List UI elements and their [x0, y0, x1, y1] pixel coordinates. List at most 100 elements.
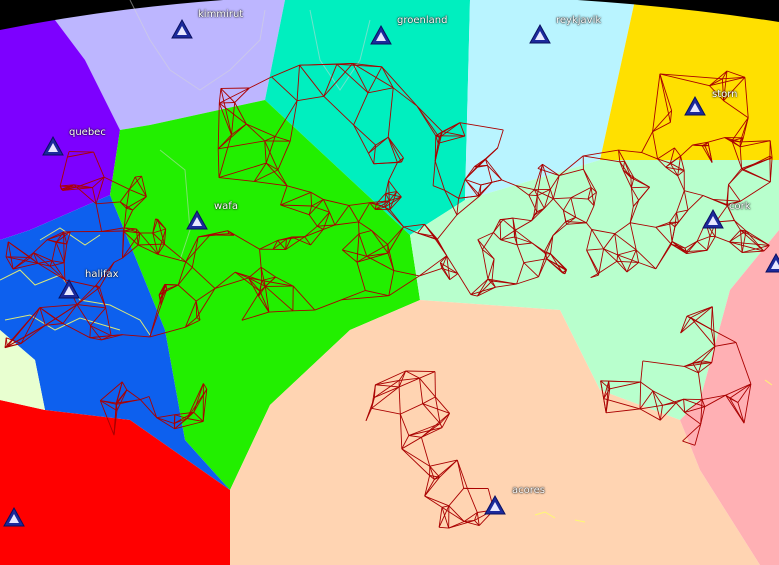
network-link — [186, 383, 204, 419]
network-link — [387, 226, 404, 254]
region-kimmirut[interactable] — [0, 0, 285, 130]
region-groenland[interactable] — [265, 0, 470, 235]
station-label-kimmirut: kimmirut — [198, 9, 244, 20]
network-link — [33, 252, 53, 262]
network-link — [369, 202, 376, 210]
station-groenland[interactable] — [370, 24, 392, 45]
network-link — [639, 390, 654, 410]
network-link — [619, 161, 632, 178]
region-reykjavik[interactable] — [465, 0, 635, 200]
network-link — [417, 224, 425, 234]
network-link — [570, 197, 577, 218]
network-link — [528, 194, 538, 212]
network-link — [311, 205, 330, 213]
coastline — [534, 511, 556, 519]
network-link — [310, 229, 324, 246]
network-link — [435, 396, 450, 414]
network-link — [164, 284, 179, 286]
network-link — [487, 278, 493, 282]
network-link — [401, 435, 410, 450]
network-link — [115, 381, 123, 405]
network-link — [113, 403, 117, 436]
station-edge-southwest[interactable] — [3, 506, 25, 527]
region-cork[interactable] — [410, 160, 779, 420]
network-link — [542, 163, 560, 176]
network-link — [619, 160, 625, 163]
station-reykjavik[interactable] — [529, 23, 551, 44]
network-link — [195, 301, 201, 321]
network-link — [368, 153, 375, 164]
network-link — [322, 212, 330, 230]
coastline — [764, 379, 773, 386]
network-link — [652, 131, 659, 159]
network-link — [437, 214, 458, 240]
region-west-sliver[interactable] — [0, 330, 45, 410]
network-link — [659, 73, 710, 87]
network-link — [566, 222, 587, 225]
network-link — [156, 417, 175, 424]
network-link — [76, 186, 97, 205]
network-link — [353, 124, 369, 154]
region-southwest[interactable] — [0, 400, 230, 565]
network-link — [603, 381, 610, 399]
network-link — [387, 136, 404, 159]
network-link — [659, 402, 677, 421]
network-link — [297, 95, 324, 102]
network-link — [702, 394, 726, 401]
network-link — [389, 196, 402, 211]
station-storn[interactable] — [684, 95, 706, 116]
network-link — [348, 205, 359, 223]
network-link — [241, 291, 261, 321]
network-link — [479, 181, 493, 196]
network-link — [173, 411, 194, 424]
network-link — [387, 137, 398, 163]
network-link — [116, 389, 128, 411]
network-link — [356, 252, 389, 263]
network-link — [323, 64, 338, 97]
station-quebec[interactable] — [42, 135, 64, 156]
network-link — [444, 190, 458, 216]
network-link — [66, 151, 70, 158]
network-link — [268, 310, 293, 313]
region-acores[interactable] — [230, 300, 760, 565]
network-link — [590, 187, 595, 206]
stations-layer — [3, 18, 779, 527]
network-link — [516, 276, 539, 285]
network-link — [437, 135, 466, 144]
network-link — [587, 198, 595, 207]
network-link — [477, 232, 494, 241]
network-link — [119, 201, 133, 211]
station-acores[interactable] — [484, 494, 506, 515]
network-link — [677, 170, 685, 177]
network-link — [95, 176, 105, 204]
network-link — [342, 249, 367, 257]
network-link — [726, 70, 746, 78]
network-link — [464, 165, 478, 180]
network-link — [398, 377, 420, 388]
network-link — [655, 241, 673, 270]
region-quebec[interactable] — [0, 0, 120, 240]
station-kimmirut[interactable] — [171, 18, 193, 39]
network-link — [639, 408, 661, 421]
network-link — [384, 200, 390, 208]
network-link — [375, 379, 400, 386]
network-link — [248, 277, 266, 287]
network-link — [585, 205, 595, 223]
network-link — [20, 307, 41, 344]
network-lines-layer — [4, 62, 773, 529]
network-link — [62, 323, 91, 339]
network-link — [456, 460, 465, 489]
region-storn[interactable] — [600, 0, 779, 160]
station-wafa[interactable] — [186, 209, 208, 230]
station-halifax[interactable] — [58, 278, 80, 299]
network-link — [37, 262, 66, 281]
station-edge-east[interactable] — [765, 252, 779, 273]
network-link — [90, 325, 112, 337]
network-link — [441, 505, 449, 508]
network-link — [37, 262, 51, 267]
network-link — [729, 230, 747, 243]
station-cork[interactable] — [702, 208, 724, 229]
network-link — [248, 266, 262, 279]
